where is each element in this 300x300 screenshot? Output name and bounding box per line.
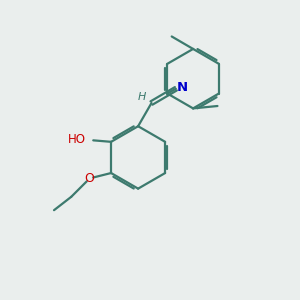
Text: HO: HO xyxy=(68,133,86,146)
Text: N: N xyxy=(177,81,188,94)
Text: H: H xyxy=(138,92,146,101)
Text: O: O xyxy=(85,172,94,185)
